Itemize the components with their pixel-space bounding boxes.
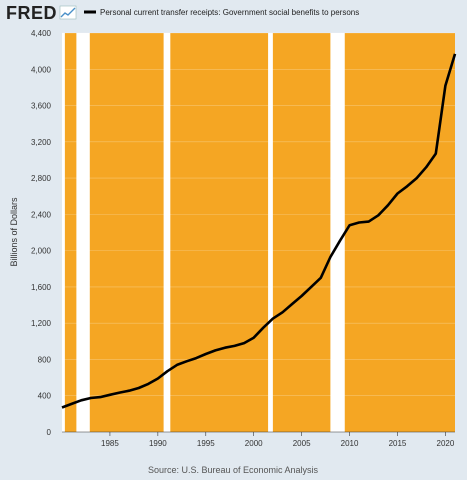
legend-label: Personal current transfer receipts: Gove… bbox=[100, 8, 359, 17]
x-tick-label: 2020 bbox=[437, 439, 455, 448]
fred-logo[interactable]: FRED bbox=[6, 3, 57, 23]
y-tick-label: 2,000 bbox=[31, 247, 52, 256]
x-tick-label: 2005 bbox=[293, 439, 311, 448]
shaded-period-4 bbox=[272, 33, 331, 432]
source-note: Source: U.S. Bureau of Economic Analysis bbox=[148, 465, 319, 475]
series-line bbox=[61, 53, 457, 409]
y-tick-label: 4,000 bbox=[31, 65, 52, 74]
y-tick-label: 400 bbox=[38, 392, 52, 401]
fred-logo-graph-icon bbox=[59, 5, 77, 20]
y-tick-label: 2,400 bbox=[31, 210, 52, 219]
y-tick-label: 3,600 bbox=[31, 102, 52, 111]
x-tick-label: 1995 bbox=[197, 439, 215, 448]
x-tick-label: 2000 bbox=[245, 439, 263, 448]
x-tick-label: 1985 bbox=[101, 439, 119, 448]
y-tick-label: 800 bbox=[38, 355, 52, 364]
x-tick-label: 1990 bbox=[149, 439, 167, 448]
y-tick-label: 1,600 bbox=[31, 283, 52, 292]
y-axis-label: Billions of Dollars bbox=[9, 197, 19, 267]
x-tick-label: 2015 bbox=[389, 439, 407, 448]
y-tick-label: 0 bbox=[47, 428, 52, 437]
shaded-period-1 bbox=[64, 33, 77, 432]
y-tick-label: 2,800 bbox=[31, 174, 52, 183]
shaded-period-5 bbox=[344, 33, 455, 432]
shaded-period-2 bbox=[89, 33, 164, 432]
x-tick-label: 2010 bbox=[341, 439, 359, 448]
y-tick-label: 1,200 bbox=[31, 319, 52, 328]
y-tick-label: 4,400 bbox=[31, 29, 52, 38]
shaded-period-3 bbox=[170, 33, 269, 432]
y-tick-label: 3,200 bbox=[31, 138, 52, 147]
